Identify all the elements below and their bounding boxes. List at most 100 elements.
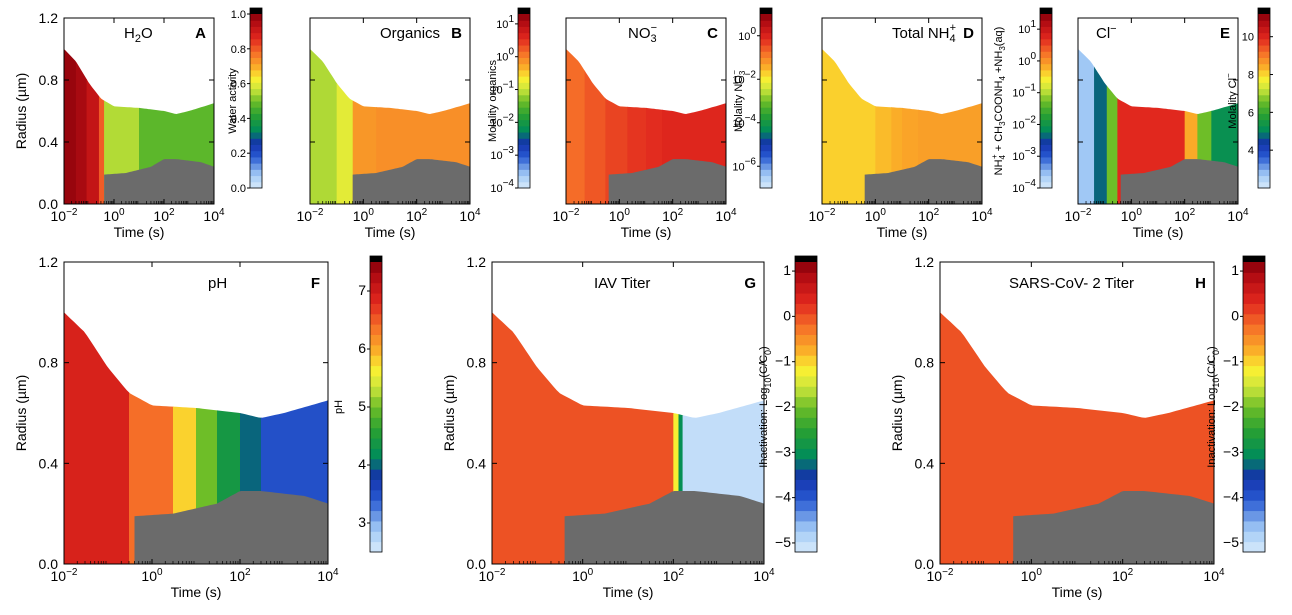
crystal-core xyxy=(1013,491,1214,564)
colorbar-tick-label: 100 xyxy=(496,47,514,64)
colorbar-swatch xyxy=(760,14,772,21)
colorbar-tick-label: 0.0 xyxy=(231,183,246,195)
colorbar-swatch xyxy=(1243,344,1265,356)
colorbar-swatch xyxy=(795,438,817,449)
colorbar-swatch xyxy=(760,76,772,83)
colorbar-swatch xyxy=(1243,334,1265,346)
colorbar-swatch xyxy=(1243,520,1265,532)
panel-title: H2O xyxy=(124,25,153,45)
y-tick-label: 0.0 xyxy=(39,556,59,572)
colorbar-swatch xyxy=(1243,396,1265,408)
panel-E: 10−2 100 102 104 Time (s) Cl− E 4 6 8 10 Molality C… xyxy=(1065,7,1273,240)
colorbar-swatch xyxy=(1243,303,1265,315)
colorbar-label: Water activity xyxy=(227,68,239,134)
colorbar-swatch xyxy=(370,396,382,408)
colorbar-swatch xyxy=(795,407,817,418)
colorbar-swatch xyxy=(250,57,262,65)
colorbar-swatch xyxy=(760,175,772,183)
colorbar-swatch xyxy=(1258,169,1270,177)
colorbar-swatch xyxy=(250,125,262,133)
y-tick-label: 0.0 xyxy=(915,556,935,572)
colorbar-swatch xyxy=(370,386,382,398)
colorbar-swatch xyxy=(760,144,772,152)
x-tick-label: 10−2 xyxy=(51,567,78,584)
crystal-core xyxy=(864,159,982,204)
colorbar-tick-label: 0.2 xyxy=(231,148,246,160)
colorbar-swatch xyxy=(1040,181,1052,189)
x-axis-label: Time (s) xyxy=(171,584,222,600)
colorbar-label: pH xyxy=(333,400,345,414)
colorbar-swatch xyxy=(795,324,817,335)
y-tick-label: 0.4 xyxy=(915,455,935,471)
colorbar-swatch xyxy=(795,469,817,480)
x-axis-label: Time (s) xyxy=(114,224,165,240)
colorbar-swatch xyxy=(1258,107,1270,114)
colorbar-swatch xyxy=(1040,20,1052,27)
colorbar-swatch xyxy=(760,69,772,77)
x-axis-label: Time (s) xyxy=(1133,224,1184,240)
colorbar-swatch xyxy=(370,293,382,304)
colorbar-swatch xyxy=(518,69,530,77)
colorbar-swatch xyxy=(518,113,530,121)
colorbar-swatch xyxy=(370,262,382,273)
heatmap-region-3 xyxy=(678,312,684,564)
colorbar-swatch xyxy=(518,119,530,127)
colorbar-swatch xyxy=(1243,324,1265,335)
panel-title: IAV Titer xyxy=(594,275,650,292)
y-tick-label: 0.8 xyxy=(39,355,59,371)
colorbar-tick-label: −1 xyxy=(775,353,791,369)
colorbar-swatch xyxy=(1243,531,1265,543)
colorbar-cap xyxy=(250,8,262,14)
colorbar: 3 4 5 6 7 pH xyxy=(333,255,383,553)
heatmap-region-2 xyxy=(673,312,680,564)
colorbar-swatch xyxy=(795,458,817,470)
x-tick-label: 10−2 xyxy=(809,207,836,224)
colorbar-label: Molality NO3− xyxy=(730,70,747,132)
colorbar-tick-label: 3 xyxy=(358,514,366,530)
panel-letter: A xyxy=(195,25,206,42)
colorbar-swatch xyxy=(1040,94,1052,102)
colorbar-swatch xyxy=(795,262,817,273)
x-tick-label: 10−2 xyxy=(553,207,580,224)
colorbar-swatch xyxy=(1243,375,1265,387)
crystal-core xyxy=(104,159,214,204)
colorbar-swatch xyxy=(1243,448,1265,460)
y-tick-label: 0.0 xyxy=(39,196,59,212)
colorbar-swatch xyxy=(760,45,772,52)
colorbar-swatch xyxy=(1258,82,1270,90)
colorbar-swatch xyxy=(760,57,772,65)
heatmap-region-1 xyxy=(64,49,77,204)
colorbar-swatch xyxy=(370,489,382,501)
x-tick-label: 104 xyxy=(715,207,737,224)
x-tick-label: 102 xyxy=(229,567,251,584)
panel-letter: E xyxy=(1220,25,1230,42)
colorbar-frame xyxy=(759,7,773,189)
colorbar-cap xyxy=(370,256,382,262)
plot-frame xyxy=(1077,17,1239,205)
colorbar-swatch xyxy=(370,375,382,387)
plot-frame xyxy=(63,17,215,205)
x-tick-label: 104 xyxy=(459,207,481,224)
heatmap-region-1 xyxy=(310,49,338,204)
colorbar-swatch xyxy=(1258,57,1270,65)
plot-frame xyxy=(939,261,1215,565)
colorbar-swatch xyxy=(518,101,530,108)
x-tick-label: 100 xyxy=(609,207,631,224)
colorbar-tick-label: 7 xyxy=(358,282,366,298)
colorbar-swatch xyxy=(760,26,772,34)
colorbar-swatch xyxy=(760,20,772,27)
panel-D: 10−2 100 102 104 Time (s) Total NH4+ D 10−4 10−3… xyxy=(809,7,1053,240)
panel-letter: B xyxy=(451,25,462,42)
heatmap-region-2 xyxy=(336,49,354,204)
colorbar-swatch xyxy=(370,324,382,335)
colorbar-swatch xyxy=(370,469,382,480)
colorbar-swatch xyxy=(1040,32,1052,40)
colorbar-swatch xyxy=(518,26,530,34)
colorbar-swatch xyxy=(518,163,530,170)
colorbar-tick-label: −5 xyxy=(1223,534,1239,550)
colorbar-label: Molality organics xyxy=(487,60,499,142)
colorbar-swatch xyxy=(760,94,772,102)
colorbar-swatch xyxy=(1258,119,1270,127)
